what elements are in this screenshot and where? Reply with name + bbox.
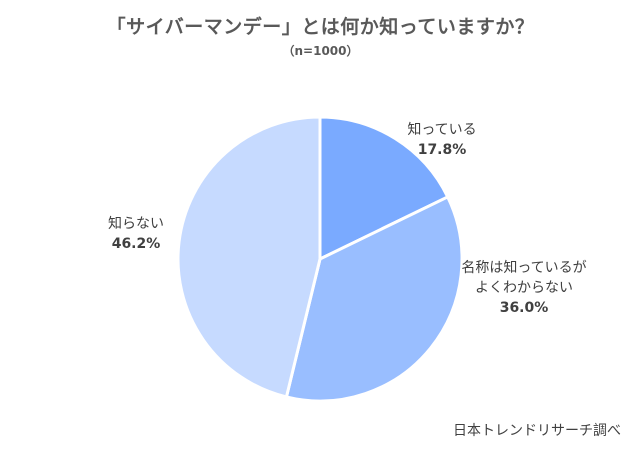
slice-value-not-known: 46.2% [111, 236, 161, 252]
slice-label-name-only-line1: 名称は知っているが [461, 260, 587, 276]
source-note: 日本トレンドリサーチ調べ [453, 423, 621, 439]
slice-label-name-only-line2: よくわからない [475, 280, 573, 296]
slice-value-name-only: 36.0% [499, 300, 549, 316]
pie-slice-known [318, 115, 450, 261]
slice-label-not-known-text: 知らない [108, 216, 164, 232]
slice-label-known: 知っている 17.8% [397, 120, 487, 160]
slice-label-name-only: 名称は知っているが よくわからない 36.0% [444, 258, 604, 318]
slice-label-not-known: 知らない 46.2% [96, 214, 176, 254]
slice-label-known-text: 知っている [407, 122, 477, 138]
slice-value-known: 17.8% [417, 142, 467, 158]
chart-title: 「サイバーマンデー」とは何か知っていますか？ [106, 16, 535, 38]
pie-slice-not-known [176, 115, 322, 399]
chart-subtitle: （n=1000） [282, 44, 359, 58]
pie-slice-name-only [284, 195, 464, 403]
